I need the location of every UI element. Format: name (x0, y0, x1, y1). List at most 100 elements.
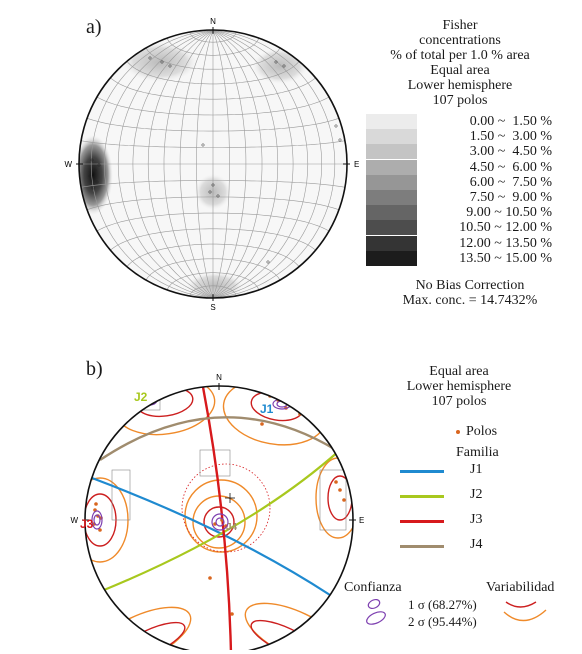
density-swatch (366, 174, 417, 190)
j3-legend-line (400, 520, 444, 523)
compass-e-b: E (359, 516, 364, 525)
pole-marker (211, 183, 215, 187)
poles-legend: Polos (456, 424, 497, 440)
familia-label: Familia (456, 445, 499, 460)
pole-marker (98, 528, 102, 532)
net-parallel (80, 180, 346, 188)
title-line: Lower hemisphere (406, 379, 512, 394)
pole-marker (93, 168, 97, 172)
j1-net-label: J1 (260, 402, 274, 416)
pole-marker (338, 488, 342, 492)
panel-a-footer: No Bias Correction Max. conc. = 14.7432% (370, 278, 570, 308)
net-parallel (86, 117, 340, 132)
density-swatch (366, 114, 417, 129)
j1-legend-line (400, 470, 444, 473)
compass-w-b: W (70, 516, 78, 525)
title-line: Equal area (430, 63, 490, 78)
pole-marker (94, 502, 98, 506)
net-parallel (166, 37, 260, 56)
net-parallel (110, 228, 316, 251)
j4-confidence-2s (211, 513, 229, 531)
compass-s-a: S (210, 303, 215, 312)
title-line: Equal area (429, 364, 489, 379)
net-parallel (126, 61, 300, 85)
density-swatch (366, 220, 417, 236)
title-line: concentrations (419, 33, 501, 48)
stereonet-a-grid (79, 30, 347, 298)
net-parallel (189, 285, 237, 297)
pole-marker (88, 174, 92, 178)
title-line: Fisher (442, 18, 478, 33)
variability-1s-icon (505, 601, 537, 608)
pole-marker (90, 158, 94, 162)
panel-b-letter: b) (86, 358, 103, 380)
j3-legend-label: J3 (470, 512, 483, 527)
pole-marker (288, 400, 292, 404)
south-east-variability-1s (250, 619, 322, 650)
confidence-2s-icon (366, 611, 386, 625)
pole-marker (338, 138, 342, 142)
pole-marker (91, 186, 95, 190)
pole-marker (148, 392, 152, 396)
compass-e-a: E (354, 160, 359, 169)
density-swatch (366, 144, 417, 160)
j4-great-circle (99, 416, 337, 461)
j1-legend-label: J1 (470, 462, 483, 477)
sigma1-label: 1 σ (68.27%) (408, 597, 477, 612)
south-east-variability (244, 602, 348, 650)
stereonet-b: N S W E J2 J1 J3 J4 (70, 373, 364, 650)
pole-marker (274, 60, 278, 64)
j4-net-label: J4 (226, 522, 238, 533)
density-range-label: 9.00 ~ 10.50 % (466, 205, 552, 221)
stereonet-a: N S W E (64, 17, 359, 312)
confianza-label: Confianza (344, 580, 402, 595)
variability-2s-icon (503, 609, 547, 622)
density-north-cluster (122, 42, 198, 82)
pole-marker (168, 64, 172, 68)
density-swatch (366, 129, 417, 145)
density-swatch (366, 250, 417, 266)
net-parallel (110, 77, 316, 100)
net-parallel (96, 96, 330, 116)
j4-legend-line (400, 545, 444, 548)
j2-legend-label: J2 (470, 487, 483, 502)
density-swatch (366, 235, 417, 251)
density-swatch (366, 190, 417, 205)
pole-marker (154, 396, 158, 400)
density-swatch (366, 205, 417, 221)
density-range-label: 4.50 ~ 6.00 % (469, 159, 552, 175)
poles-label: Polos (466, 424, 498, 439)
density-range-label: 10.50 ~ 12.00 % (459, 220, 552, 236)
density-legend: 0.00 ~ 1.50 % 1.50 ~ 3.00 % 3.00 ~ 4.50 % 4… (366, 114, 566, 266)
pole-marker (216, 194, 220, 198)
j3-confidence-2s (91, 510, 103, 530)
density-range-label: 6.00 ~ 7.50 % (469, 174, 552, 190)
uncertainty-legend-icons (366, 598, 547, 625)
j4-legend-label: J4 (470, 537, 483, 552)
pole-marker (201, 143, 205, 147)
pole-marker (230, 612, 234, 616)
title-line: Lower hemisphere (407, 78, 513, 93)
pole-marker (95, 180, 99, 184)
dotted-small-circle (181, 463, 271, 553)
net-parallel (96, 212, 330, 232)
pole-marker (266, 260, 270, 264)
j2-great-circle (103, 449, 341, 592)
density-range-label: 7.50 ~ 9.00 % (469, 190, 552, 205)
max-concentration-label: Max. conc. = 14.7432% (402, 293, 538, 308)
j4-variability-1s (203, 506, 235, 538)
pole-marker (334, 124, 338, 128)
net-parallel (145, 47, 281, 70)
net-parallel (126, 243, 300, 267)
j2-net-label: J2 (134, 390, 148, 404)
density-range-label: 12.00 ~ 13.50 % (459, 235, 552, 251)
panel-a-letter: a) (86, 16, 102, 38)
title-line: % of total per 1.0 % area (390, 48, 530, 63)
density-range-label: 13.50 ~ 15.00 % (459, 250, 552, 266)
variabilidad-label: Variabilidad (486, 580, 555, 595)
density-range-label: 1.50 ~ 3.00 % (469, 129, 552, 145)
j2-legend-line (400, 495, 444, 498)
j3-net-label: J3 (80, 517, 94, 531)
confidence-1s-icon (367, 598, 381, 610)
south-west-variability (88, 606, 192, 650)
